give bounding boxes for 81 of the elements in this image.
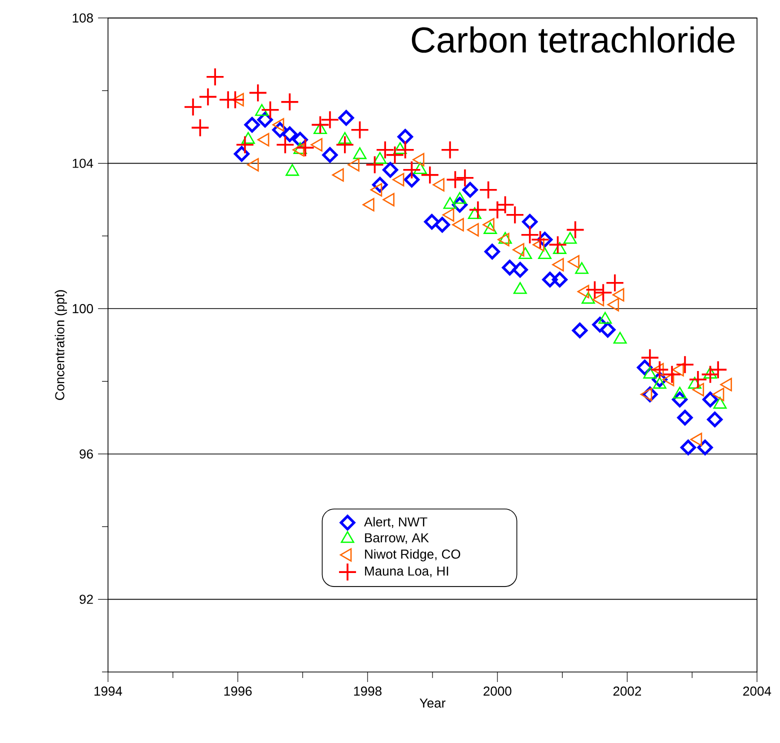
- point: [276, 135, 295, 154]
- point: [520, 225, 540, 244]
- point: [184, 98, 202, 116]
- point: [404, 172, 420, 188]
- point: [502, 260, 518, 276]
- point: [697, 440, 713, 456]
- point: [350, 120, 370, 140]
- point: [234, 146, 250, 162]
- point: [676, 355, 694, 374]
- point: [707, 412, 723, 428]
- point: [702, 392, 718, 408]
- point: [680, 440, 696, 456]
- legend-label: Alert, NWT: [364, 516, 428, 528]
- point: [542, 272, 558, 288]
- point: [456, 168, 474, 188]
- point: [605, 273, 624, 292]
- point: [372, 176, 388, 193]
- point: [548, 235, 568, 254]
- point: [396, 140, 415, 160]
- point: [700, 365, 720, 384]
- point: [190, 118, 210, 138]
- point: [434, 216, 450, 233]
- point: [397, 128, 414, 145]
- legend-label: Mauna Loa, HI: [365, 566, 448, 578]
- point: [566, 220, 585, 240]
- y-tick-label: 108: [72, 13, 93, 23]
- point: [322, 147, 338, 163]
- point: [382, 162, 398, 178]
- x-tick-label: 2004: [743, 686, 772, 696]
- point: [672, 392, 688, 408]
- legend-label: Niwot Ridge, CO: [365, 549, 460, 562]
- point: [552, 272, 568, 288]
- point: [335, 135, 354, 154]
- point: [320, 110, 340, 130]
- legend-label: Barrow, AK: [365, 533, 429, 544]
- point: [440, 140, 460, 160]
- point: [226, 90, 245, 110]
- point: [594, 283, 613, 302]
- point: [280, 92, 300, 112]
- x-tick-label: 1996: [224, 686, 252, 696]
- point: [272, 122, 288, 138]
- point: [236, 135, 254, 154]
- y-tick-label: 92: [80, 594, 93, 604]
- point: [446, 170, 465, 190]
- point: [244, 116, 260, 133]
- y-tick-label: 100: [72, 304, 93, 314]
- point: [600, 322, 616, 338]
- point: [522, 214, 538, 230]
- x-axis-title: Year: [420, 698, 446, 708]
- point: [484, 244, 500, 260]
- point: [365, 155, 384, 174]
- point: [338, 110, 354, 126]
- y-tick-label: 104: [72, 158, 94, 168]
- point: [424, 214, 440, 230]
- y-axis-title: Concentration (ppt): [54, 290, 67, 400]
- point: [402, 160, 422, 180]
- chart-title: Carbon tetrachloride: [412, 26, 735, 53]
- point: [677, 410, 693, 426]
- point: [310, 115, 330, 134]
- y-tick-label: 96: [80, 449, 93, 459]
- point: [420, 166, 440, 184]
- point: [206, 67, 224, 86]
- point: [248, 83, 268, 102]
- point: [198, 87, 218, 106]
- point: [662, 365, 682, 384]
- point: [296, 138, 315, 158]
- point: [688, 370, 708, 389]
- point: [478, 180, 498, 200]
- point: [282, 126, 298, 142]
- x-tick-label: 1998: [354, 686, 382, 696]
- point: [572, 322, 588, 338]
- point: [585, 280, 604, 300]
- point: [512, 262, 528, 278]
- point: [530, 230, 550, 250]
- x-tick-label: 2002: [613, 686, 642, 696]
- point: [462, 182, 478, 198]
- x-tick-label: 1994: [94, 686, 122, 696]
- x-tick-label: 2000: [484, 686, 512, 696]
- point: [468, 200, 488, 220]
- point: [260, 100, 280, 120]
- point: [592, 316, 608, 332]
